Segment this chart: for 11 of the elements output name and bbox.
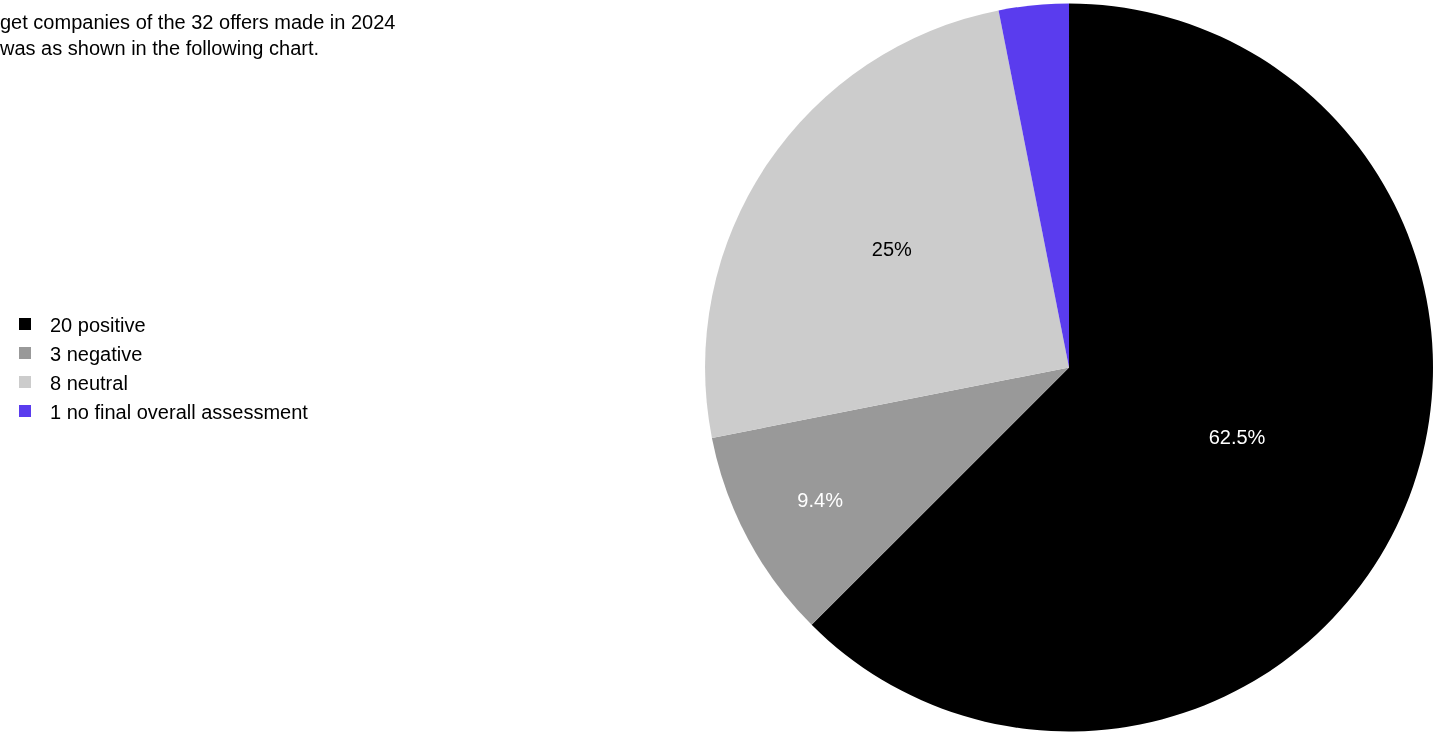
legend-label: 1 no final overall assessment: [50, 400, 309, 423]
legend-label: 20 positive: [50, 313, 146, 336]
legend-label: 3 negative: [50, 342, 143, 365]
data-label: 25%: [871, 237, 913, 260]
legend-label: 8 neutral: [50, 371, 128, 394]
data-label: 9.4%: [797, 489, 844, 512]
pie-slice: [711, 367, 1070, 625]
pie-slice: [705, 10, 1070, 438]
pie-slice: [998, 3, 1070, 368]
data-label: 62.5%: [1208, 426, 1266, 449]
text: get companies of the 32 offers made in 2024 was as shown in the following chart.: [0, 11, 396, 60]
